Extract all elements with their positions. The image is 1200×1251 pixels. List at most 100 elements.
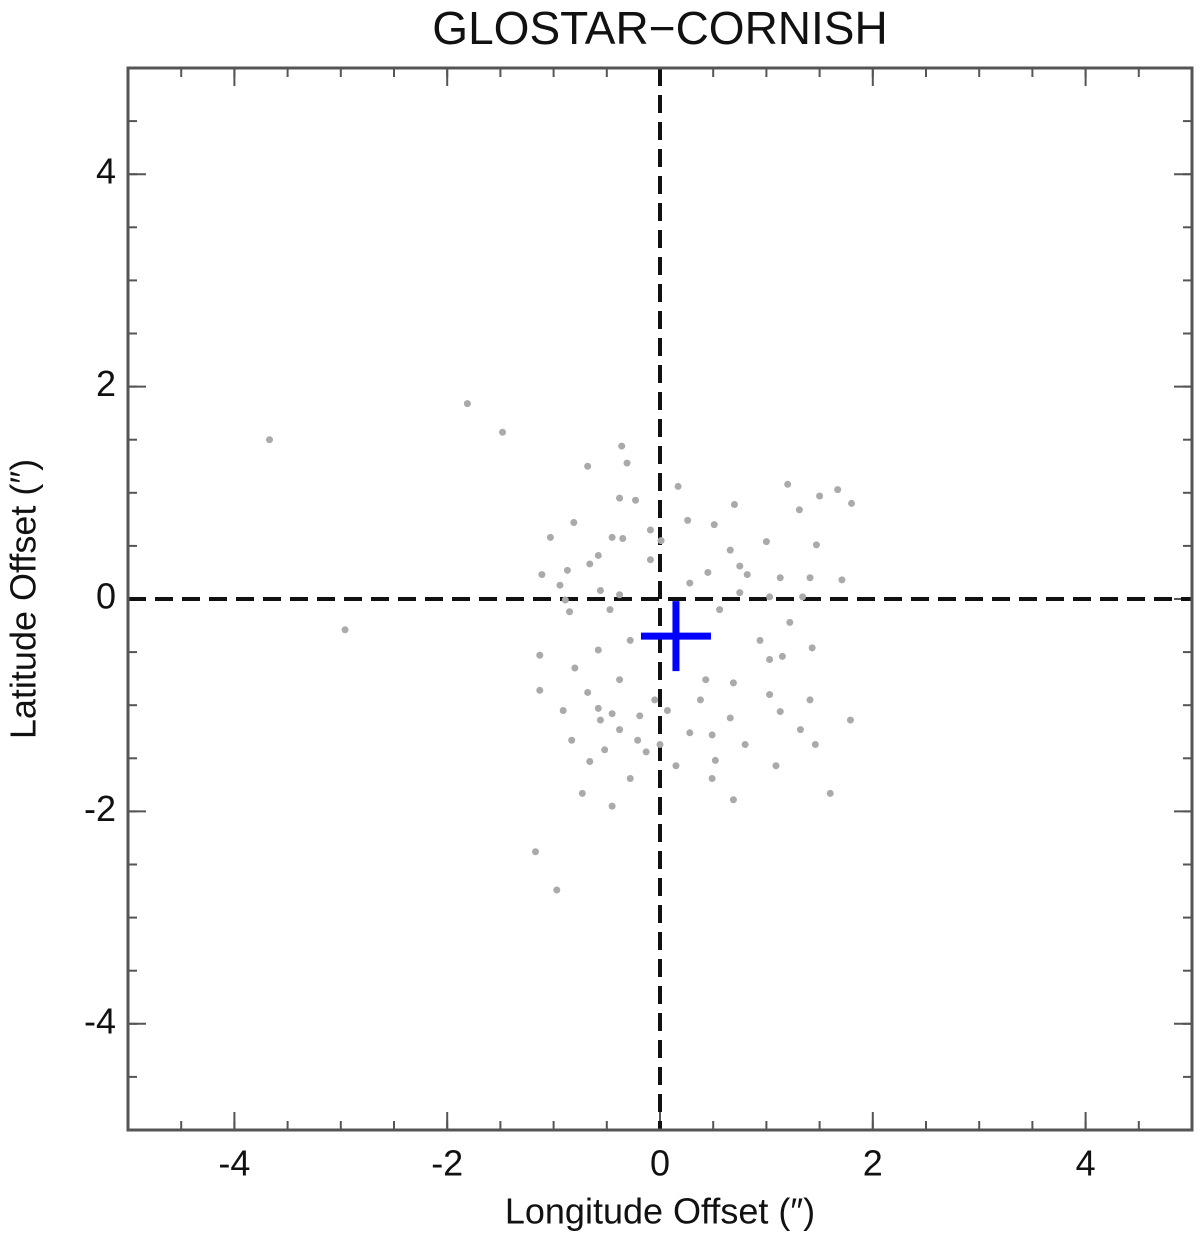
y-tick-label: -2 bbox=[84, 788, 116, 829]
scatter-point bbox=[766, 656, 774, 664]
scatter-point bbox=[762, 538, 770, 546]
scatter-point bbox=[532, 848, 540, 856]
scatter-point bbox=[594, 551, 602, 559]
scatter-point bbox=[608, 710, 616, 718]
x-tick-label: 0 bbox=[650, 1143, 670, 1184]
scatter-point bbox=[708, 731, 716, 739]
scatter-point bbox=[776, 574, 784, 582]
scatter-point bbox=[646, 526, 654, 534]
scatter-point bbox=[618, 442, 626, 450]
scatter-point bbox=[795, 506, 803, 514]
scatter-point bbox=[632, 496, 640, 504]
scatter-point bbox=[646, 556, 654, 564]
scatter-point bbox=[778, 652, 786, 660]
scatter-point bbox=[546, 533, 554, 541]
x-tick-label: -4 bbox=[218, 1143, 250, 1184]
y-axis-label: Latitude Offset (″) bbox=[3, 459, 44, 739]
scatter-point bbox=[538, 571, 546, 579]
scatter-point bbox=[710, 521, 718, 529]
scatter-point bbox=[616, 726, 624, 734]
scatter-point bbox=[561, 596, 569, 604]
scatter-point bbox=[776, 708, 784, 716]
scatter-point bbox=[756, 636, 764, 644]
scatter-point bbox=[726, 714, 734, 722]
scatter-point bbox=[786, 618, 794, 626]
scatter-point bbox=[616, 676, 624, 684]
scatter-point bbox=[536, 651, 544, 659]
scatter-point bbox=[674, 482, 682, 490]
scatter-point bbox=[616, 494, 624, 502]
scatter-point bbox=[686, 729, 694, 737]
scatter-point bbox=[708, 774, 716, 782]
scatter-point bbox=[594, 646, 602, 654]
scatter-point bbox=[848, 499, 856, 507]
mean-marker bbox=[640, 601, 711, 672]
y-tick-label: 4 bbox=[96, 151, 116, 192]
scatter-point bbox=[704, 568, 712, 576]
scatter-point bbox=[596, 587, 604, 595]
y-tick-label: 0 bbox=[96, 576, 116, 617]
scatter-point bbox=[834, 486, 842, 494]
scatter-point bbox=[846, 716, 854, 724]
scatter-point bbox=[684, 516, 692, 524]
scatter-point bbox=[553, 886, 561, 894]
scatter-point bbox=[594, 704, 602, 712]
scatter-point bbox=[584, 688, 592, 696]
scatter-point bbox=[826, 789, 834, 797]
scatter-point bbox=[663, 707, 671, 715]
scatter-point bbox=[816, 492, 824, 500]
scatter-point bbox=[563, 566, 571, 574]
scatter-point bbox=[766, 593, 774, 601]
scatter-point bbox=[812, 541, 820, 549]
scatter-point bbox=[716, 606, 724, 614]
scatter-point bbox=[536, 686, 544, 694]
scatter-point bbox=[266, 436, 274, 444]
scatter-point bbox=[616, 591, 624, 599]
scatter-point bbox=[730, 500, 738, 508]
scatter-point bbox=[743, 571, 751, 579]
scatter-point bbox=[729, 679, 737, 687]
scatter-point bbox=[811, 740, 819, 748]
scatter-point bbox=[642, 748, 650, 756]
scatter-point bbox=[656, 740, 664, 748]
scatter-point bbox=[784, 480, 792, 488]
scatter-point bbox=[636, 712, 644, 720]
x-tick-label: 2 bbox=[863, 1143, 883, 1184]
scatter-point bbox=[626, 774, 634, 782]
x-axis-label: Longitude Offset (″) bbox=[505, 1191, 815, 1232]
scatter-point bbox=[463, 400, 471, 408]
scatter-point bbox=[601, 746, 609, 754]
x-tick-label: -2 bbox=[431, 1143, 463, 1184]
plot-frame bbox=[126, 66, 1194, 1132]
scatter-point bbox=[657, 537, 665, 545]
scatter-point bbox=[559, 707, 567, 715]
scatter-point bbox=[772, 762, 780, 770]
x-tick-label: 4 bbox=[1076, 1143, 1096, 1184]
scatter-point bbox=[499, 428, 507, 436]
scatter-point bbox=[729, 796, 737, 804]
scatter-point bbox=[806, 696, 814, 704]
scatter-point bbox=[838, 576, 846, 584]
scatter-point bbox=[672, 762, 680, 770]
scatter-point bbox=[570, 519, 578, 527]
y-tick-label: -4 bbox=[84, 1000, 116, 1041]
y-tick-label: 2 bbox=[96, 363, 116, 404]
scatter-point bbox=[568, 736, 576, 744]
scatter-point bbox=[623, 459, 631, 467]
scatter-point bbox=[766, 691, 774, 699]
scatter-point bbox=[799, 593, 807, 601]
scatter-point bbox=[596, 716, 604, 724]
scatter-point bbox=[566, 608, 574, 616]
scatter-point bbox=[736, 589, 744, 597]
scatter-point bbox=[608, 802, 616, 810]
scatter-point bbox=[341, 626, 349, 634]
scatter-point bbox=[686, 579, 694, 587]
scatter-point bbox=[584, 462, 592, 470]
scatter-point bbox=[634, 736, 642, 744]
scatter-point bbox=[796, 726, 804, 734]
scatter-point bbox=[606, 606, 614, 614]
scatter-point bbox=[578, 789, 586, 797]
scatter-point bbox=[626, 636, 634, 644]
scatter-point bbox=[741, 740, 749, 748]
